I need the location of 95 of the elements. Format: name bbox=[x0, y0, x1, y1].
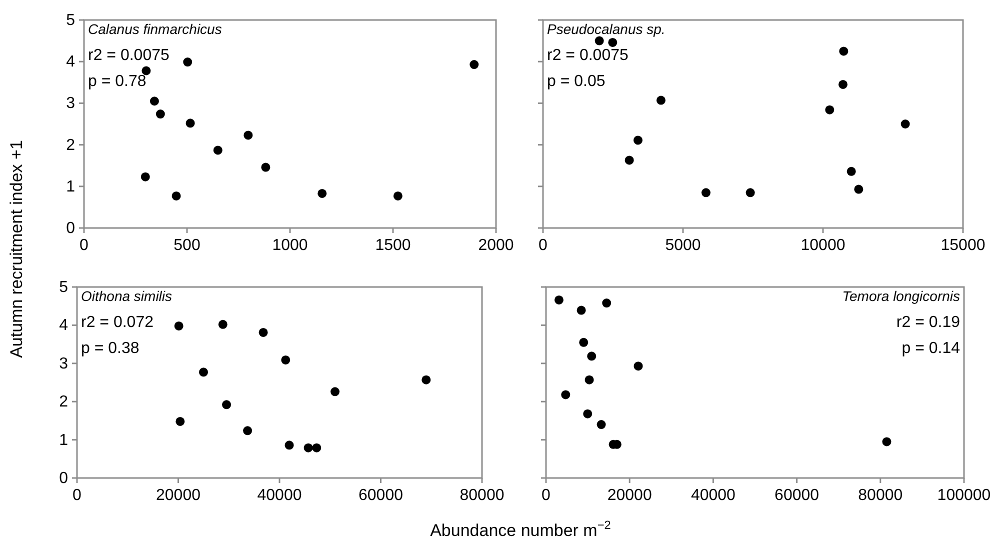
point bbox=[183, 58, 192, 67]
x-tick-label: 40000 bbox=[257, 487, 302, 504]
point bbox=[304, 443, 313, 452]
y-tick-label: 3 bbox=[59, 355, 68, 372]
x-tick-label: 80000 bbox=[460, 487, 504, 504]
y-tick-label: 2 bbox=[59, 394, 68, 411]
x-tick-label: 10000 bbox=[800, 237, 846, 254]
y-tick-label: 4 bbox=[59, 317, 68, 334]
point bbox=[174, 321, 184, 330]
y-axis-title: Autumn recruitment index +1 bbox=[7, 140, 26, 358]
x-tick-label: 20000 bbox=[156, 487, 201, 504]
point bbox=[584, 375, 594, 384]
annotation: Temora longicornis bbox=[842, 288, 960, 304]
x-tick-label: 40000 bbox=[690, 487, 736, 504]
point bbox=[882, 437, 892, 446]
y-tick-label: 3 bbox=[66, 95, 76, 112]
point bbox=[576, 306, 586, 315]
x-tick-label: 60000 bbox=[774, 487, 820, 504]
annotation: r2 = 0.19 bbox=[896, 314, 960, 331]
point bbox=[284, 440, 294, 450]
point bbox=[854, 184, 864, 194]
annotation: Calanus finmarchicus bbox=[88, 21, 222, 37]
point bbox=[244, 130, 253, 140]
x-tick-label: 0 bbox=[80, 237, 89, 254]
point bbox=[156, 110, 165, 119]
point bbox=[634, 362, 643, 371]
point bbox=[243, 426, 252, 436]
point bbox=[176, 416, 185, 426]
point bbox=[825, 105, 834, 114]
point bbox=[554, 295, 564, 304]
point bbox=[587, 352, 596, 361]
x-tick-label: 1500 bbox=[375, 237, 411, 254]
point bbox=[140, 172, 150, 182]
point bbox=[596, 420, 606, 430]
annotation: Oithona similis bbox=[81, 288, 172, 304]
annotation: r2 = 0.0075 bbox=[88, 47, 170, 64]
y-tick-label: 4 bbox=[66, 54, 76, 71]
point bbox=[312, 443, 322, 452]
point bbox=[258, 328, 268, 337]
x-tick-label: 20000 bbox=[607, 487, 652, 504]
point bbox=[150, 96, 159, 106]
point bbox=[746, 188, 755, 198]
point bbox=[186, 118, 195, 128]
point bbox=[213, 146, 222, 155]
y-tick-label: 0 bbox=[66, 220, 76, 237]
y-tick-label: 1 bbox=[59, 432, 68, 449]
annotation: p = 0.38 bbox=[81, 340, 140, 357]
point bbox=[393, 191, 402, 200]
x-tick-label: 80000 bbox=[858, 487, 903, 504]
point bbox=[701, 188, 710, 198]
point bbox=[900, 120, 910, 128]
x-tick-label: 1000 bbox=[272, 237, 308, 254]
point bbox=[422, 375, 431, 384]
point bbox=[594, 36, 604, 46]
annotation: p = 0.78 bbox=[88, 73, 146, 90]
point bbox=[172, 191, 181, 200]
y-tick-label: 5 bbox=[59, 279, 68, 296]
point bbox=[330, 387, 340, 396]
point bbox=[561, 390, 570, 400]
annotation: Pseudocalanus sp. bbox=[547, 21, 666, 37]
annotation: r2 = 0.072 bbox=[81, 314, 154, 331]
point bbox=[218, 320, 228, 329]
x-tick-label: 2000 bbox=[478, 237, 514, 254]
point bbox=[470, 60, 479, 70]
point bbox=[142, 66, 151, 76]
x-tick-label: 500 bbox=[174, 237, 200, 254]
point bbox=[838, 80, 848, 89]
x-tick-label: 60000 bbox=[358, 487, 404, 504]
point bbox=[634, 136, 643, 145]
point bbox=[846, 166, 856, 176]
x-tick-label: 5000 bbox=[665, 237, 701, 254]
point bbox=[222, 400, 232, 410]
point bbox=[579, 338, 588, 347]
point bbox=[602, 298, 612, 308]
point bbox=[261, 162, 270, 172]
x-axis-title: Abundance number m$^{−2}$ bbox=[430, 518, 612, 540]
point bbox=[839, 46, 848, 56]
y-tick-label: 0 bbox=[59, 470, 68, 487]
y-tick-label: 2 bbox=[66, 136, 76, 154]
annotation: p = 0.14 bbox=[902, 340, 960, 357]
point bbox=[656, 96, 666, 105]
point bbox=[281, 355, 290, 364]
point bbox=[608, 38, 618, 47]
annotation: p = 0.05 bbox=[547, 73, 606, 90]
point bbox=[318, 188, 327, 198]
point bbox=[199, 368, 208, 377]
x-tick-label: 15000 bbox=[940, 237, 986, 254]
x-tick-label: 100000 bbox=[937, 487, 991, 504]
x-tick-label: 0 bbox=[542, 487, 551, 504]
y-tick-label: 1 bbox=[66, 178, 76, 196]
y-tick-label: 5 bbox=[66, 12, 76, 29]
point bbox=[624, 156, 634, 165]
annotation: r2 = 0.0075 bbox=[547, 47, 628, 64]
point bbox=[583, 409, 592, 418]
x-tick-label: 0 bbox=[538, 237, 548, 254]
